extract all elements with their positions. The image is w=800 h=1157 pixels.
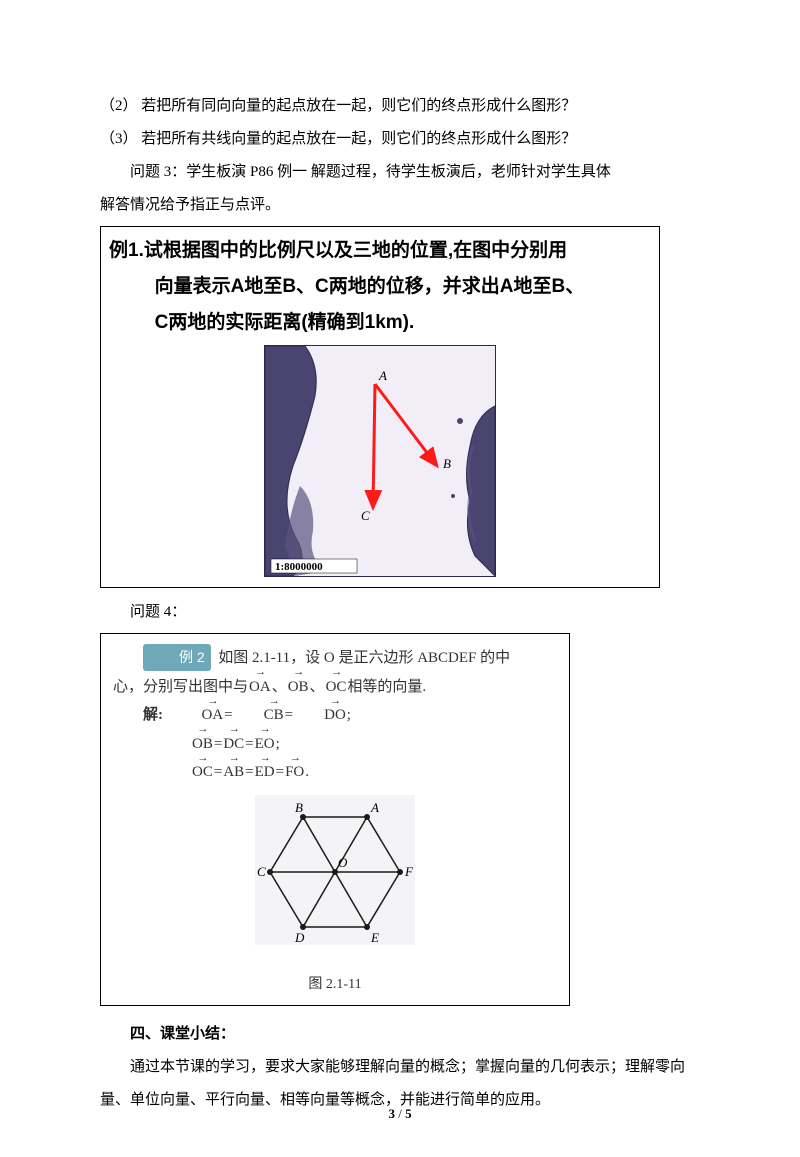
paragraph-q3-intro-b: 解答情况给予指正与点评。 [100, 189, 700, 222]
paragraph-q2: （2） 若把所有同向向量的起点放在一起，则它们的终点形成什么图形？ [100, 90, 700, 123]
example-2-sol-line2: OB=DC=EO; [113, 730, 557, 759]
example-1-line3: C两地的实际距离(精确到1km). [109, 305, 651, 341]
svg-text:D: D [294, 930, 305, 945]
svg-text:A: A [370, 800, 379, 815]
example-2-solution: 解: OA=CB=DO; [113, 701, 557, 730]
scale-label: 1:8000000 [275, 561, 323, 573]
example-1-box: 例1.试根据图中的比例尺以及三地的位置,在图中分别用 向量表示A地至B、C两地的… [100, 226, 660, 588]
example-2-sol-line3: OC=AB=ED=FO. [113, 758, 557, 787]
hexagon-figure: A B C D E F O 图 2.1-11 [225, 787, 445, 999]
map-label-c: C [361, 508, 370, 523]
example-2-box: 例 2 如图 2.1-11，设 O 是正六边形 ABCDEF 的中 心，分别写出… [100, 633, 570, 1006]
map-figure: A B C 1:8000000 [264, 345, 496, 577]
map-label-a: A [378, 368, 387, 383]
svg-text:E: E [370, 930, 379, 945]
section-4-heading: 四、课堂小结： [100, 1018, 700, 1051]
svg-text:C: C [257, 864, 266, 879]
svg-text:F: F [404, 864, 414, 879]
paragraph-q3: （3） 若把所有共线向量的起点放在一起，则它们的终点形成什么图形？ [100, 123, 700, 156]
page-footer: 3 / 5 [0, 1100, 800, 1129]
example-2-label: 例 2 [143, 644, 211, 671]
svg-text:B: B [295, 800, 303, 815]
paragraph-q3-intro-a: 问题 3：学生板演 P86 例一 解题过程，待学生板演后，老师针对学生具体 [100, 156, 700, 189]
example-1-line2: 向量表示A地至B、C两地的位移，并求出A地至B、 [109, 269, 651, 305]
map-label-b: B [443, 456, 451, 471]
paragraph-q4: 问题 4： [100, 596, 700, 629]
hexagon-caption: 图 2.1-11 [225, 972, 445, 999]
svg-text:O: O [338, 855, 348, 870]
example-1-line1: 例1.试根据图中的比例尺以及三地的位置,在图中分别用 [109, 233, 651, 269]
